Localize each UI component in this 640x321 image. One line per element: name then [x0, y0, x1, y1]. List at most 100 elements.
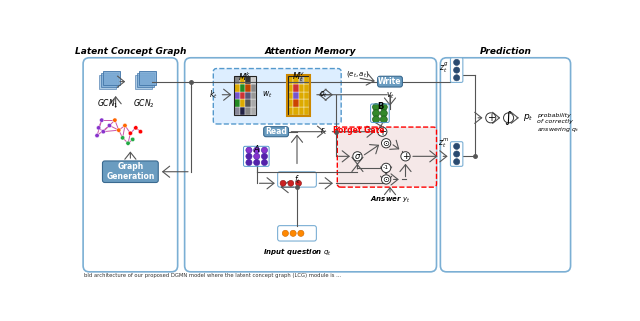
Bar [288, 76, 309, 115]
Circle shape [138, 130, 143, 134]
Circle shape [372, 116, 380, 123]
Circle shape [454, 59, 460, 65]
Circle shape [401, 152, 410, 161]
Circle shape [261, 147, 268, 153]
FancyBboxPatch shape [451, 142, 463, 166]
Circle shape [246, 160, 252, 166]
Text: bld architecture of our proposed DGMN model where the latent concept graph (LCG): bld architecture of our proposed DGMN mo… [84, 273, 341, 278]
Circle shape [454, 67, 460, 73]
Circle shape [288, 180, 294, 186]
Bar [234, 107, 239, 115]
Bar [288, 100, 293, 107]
Bar [298, 107, 304, 115]
Bar [298, 76, 304, 84]
FancyBboxPatch shape [103, 71, 120, 85]
Text: probability
of correctly
answering $q_t$: probability of correctly answering $q_t$ [537, 114, 579, 134]
FancyBboxPatch shape [451, 58, 463, 82]
Bar [298, 100, 304, 107]
Circle shape [128, 131, 132, 135]
Bar [234, 76, 256, 115]
Text: $\boldsymbol{p_t}$: $\boldsymbol{p_t}$ [524, 112, 534, 123]
Bar [250, 107, 256, 115]
FancyBboxPatch shape [83, 58, 178, 272]
Bar [293, 84, 298, 92]
Bar [239, 92, 245, 100]
Bar [304, 76, 309, 84]
Circle shape [282, 230, 289, 236]
FancyBboxPatch shape [102, 161, 158, 183]
FancyBboxPatch shape [135, 75, 152, 89]
Text: $z^m_t$: $z^m_t$ [438, 136, 449, 150]
Bar [288, 84, 293, 92]
Text: +: + [487, 113, 495, 123]
Bar [288, 76, 293, 84]
Circle shape [113, 118, 117, 122]
Text: Latent Concept Graph: Latent Concept Graph [75, 47, 186, 56]
Circle shape [372, 104, 380, 110]
Circle shape [372, 110, 380, 117]
Bar [293, 92, 298, 100]
FancyBboxPatch shape [139, 71, 156, 85]
Circle shape [380, 116, 387, 123]
FancyBboxPatch shape [99, 75, 116, 89]
Bar [298, 84, 304, 92]
Text: Graph
Generation: Graph Generation [106, 162, 155, 181]
Text: $f_t$: $f_t$ [294, 173, 301, 186]
Bar [245, 107, 250, 115]
Bar [239, 76, 245, 84]
Text: $k_t$: $k_t$ [209, 89, 218, 101]
Circle shape [454, 151, 460, 157]
Circle shape [353, 152, 362, 161]
FancyBboxPatch shape [213, 69, 341, 124]
Circle shape [280, 180, 286, 186]
Text: $M^v_t$: $M^v_t$ [292, 71, 305, 84]
Bar [288, 107, 293, 115]
FancyBboxPatch shape [184, 58, 436, 272]
Bar [250, 84, 256, 92]
Circle shape [97, 126, 100, 130]
Bar [239, 107, 245, 115]
Text: -1: -1 [383, 165, 389, 170]
Text: $A$: $A$ [253, 143, 260, 154]
Circle shape [380, 104, 387, 110]
Circle shape [381, 139, 391, 148]
Circle shape [298, 230, 304, 236]
Text: $\odot$: $\odot$ [382, 139, 390, 148]
Bar [245, 92, 250, 100]
FancyBboxPatch shape [378, 76, 403, 87]
Bar [304, 100, 309, 107]
Text: $o_t$: $o_t$ [319, 90, 328, 100]
Text: B: B [378, 102, 384, 111]
Bar [245, 84, 250, 92]
Circle shape [95, 134, 99, 138]
Circle shape [454, 75, 460, 81]
Bar [287, 75, 310, 116]
Bar [298, 92, 304, 100]
Circle shape [126, 141, 130, 145]
Bar [234, 84, 239, 92]
Text: Forget Gate: Forget Gate [333, 126, 385, 135]
Bar [304, 84, 309, 92]
Bar [234, 76, 239, 84]
Bar [234, 100, 239, 107]
Text: $w_t$: $w_t$ [262, 90, 272, 100]
Circle shape [381, 175, 391, 184]
Circle shape [246, 153, 252, 160]
Circle shape [253, 160, 260, 166]
FancyBboxPatch shape [440, 58, 571, 272]
Circle shape [380, 110, 387, 117]
Text: Attention Memory: Attention Memory [264, 47, 356, 56]
Circle shape [131, 137, 135, 142]
Bar [293, 100, 298, 107]
Text: $\sigma$: $\sigma$ [354, 152, 361, 161]
Text: Answer $y_t$: Answer $y_t$ [370, 195, 410, 205]
Circle shape [253, 147, 260, 153]
FancyBboxPatch shape [137, 73, 154, 87]
Bar [293, 76, 298, 84]
Text: +: + [378, 127, 387, 137]
Circle shape [290, 230, 296, 236]
Bar [288, 92, 293, 100]
Text: $(e_t, a_t)$: $(e_t, a_t)$ [346, 69, 369, 79]
Text: Write: Write [378, 77, 402, 86]
Circle shape [101, 130, 106, 134]
